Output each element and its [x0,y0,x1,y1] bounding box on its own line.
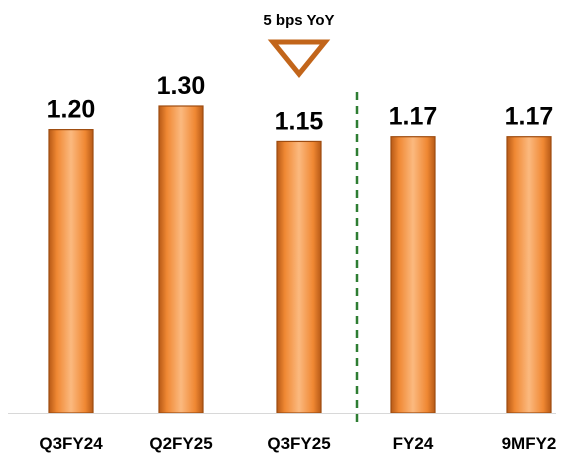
annotation-text: 5 bps YoY [263,12,334,29]
bar-q3fy25 [276,140,322,414]
value-label: 1.30 [157,72,206,100]
bar-fy24 [390,136,436,414]
category-label: 9MFY2 [502,434,557,453]
bar-q2fy25 [158,105,204,414]
value-labels-layer: 1.20 1.30 1.15 1.17 1.17 [47,72,554,135]
value-label: 1.17 [389,103,438,131]
down-triangle-icon [267,39,331,78]
category-labels-layer: Q3FY24 Q2FY25 Q3FY25 FY24 9MFY2 [39,434,556,453]
category-label: Q3FY25 [267,434,330,453]
bars-layer [48,105,552,414]
value-label: 1.15 [275,107,324,135]
value-label: 1.17 [505,103,554,131]
category-label: Q3FY24 [39,434,103,453]
value-label: 1.20 [47,96,96,124]
bar-9mfy2 [506,136,552,414]
category-label: FY24 [393,434,434,453]
category-label: Q2FY25 [149,434,212,453]
bar-q3fy24 [48,129,94,414]
